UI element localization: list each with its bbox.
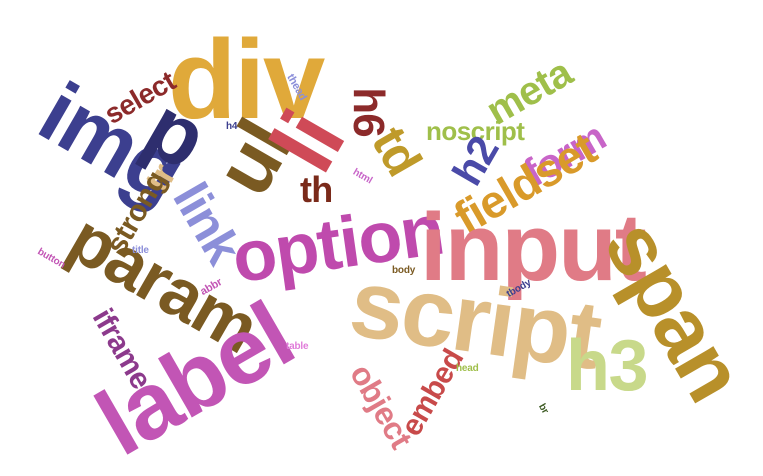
word-h3: h3 <box>566 326 649 406</box>
word-br: br <box>536 401 551 416</box>
word-title: title <box>132 245 149 256</box>
word-h6: h6 <box>343 87 393 137</box>
word-button: button <box>35 246 67 271</box>
word-html: html <box>350 166 374 187</box>
word-body: body <box>392 265 416 276</box>
word-h4: h4 <box>226 121 238 132</box>
word-head: head <box>456 363 479 374</box>
word-noscript: noscript <box>426 116 525 146</box>
word-th: th <box>300 169 333 210</box>
word-div: div <box>168 17 325 142</box>
word-input: input <box>420 194 647 301</box>
word-table: table <box>286 341 309 352</box>
